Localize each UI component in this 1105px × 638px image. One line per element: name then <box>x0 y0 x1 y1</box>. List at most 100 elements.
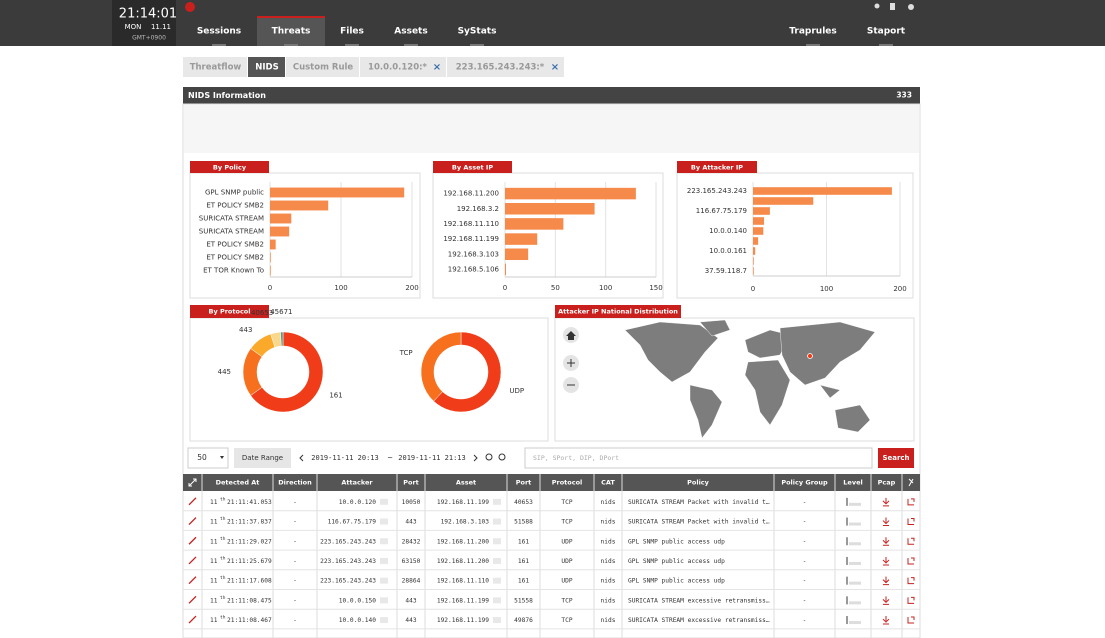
zoom-out-range[interactable] <box>498 453 506 461</box>
level-bar <box>849 581 861 585</box>
pcap-download-icon[interactable] <box>882 556 890 566</box>
slice-label: UDP <box>509 387 524 395</box>
expand-all-icon[interactable] <box>188 478 197 487</box>
pcap-download-icon[interactable] <box>882 576 890 586</box>
subtab-close[interactable]: × <box>551 62 559 73</box>
cell-protocol: UDP <box>561 578 572 585</box>
settings-col-icon[interactable] <box>908 478 914 487</box>
bar <box>270 252 271 263</box>
attacker-marker[interactable] <box>807 353 813 359</box>
column-header: Policy Group <box>781 479 828 487</box>
table-header <box>183 474 920 491</box>
nav-item[interactable]: Sessions <box>197 27 241 37</box>
expand-row-icon[interactable] <box>188 576 197 585</box>
x-tick-label: 200 <box>405 284 418 292</box>
nav-item[interactable]: Staport <box>867 27 906 37</box>
x-tick-label: 50 <box>551 284 560 292</box>
cell-asset-port: 40653 <box>514 499 533 506</box>
open-link-icon[interactable] <box>907 557 915 565</box>
subtab[interactable] <box>248 57 285 77</box>
cell-attacker: 223.165.243.243 <box>320 578 376 585</box>
cell-attacker-port: 10050 <box>402 499 421 506</box>
x-tick-label: 0 <box>751 285 755 293</box>
nav-item[interactable]: Files <box>340 27 364 37</box>
pcap-download-icon[interactable] <box>882 537 890 546</box>
south-america <box>689 384 723 439</box>
active-tab-line <box>257 16 325 18</box>
bar <box>753 207 770 215</box>
subtab[interactable] <box>286 57 359 77</box>
cell-attacker-port: 28864 <box>402 578 421 585</box>
pcap-download-icon[interactable] <box>882 616 890 625</box>
zoom-in-range[interactable] <box>485 453 493 461</box>
search-input[interactable] <box>524 447 873 469</box>
next-arrow[interactable] <box>473 454 478 462</box>
expand-row-icon[interactable] <box>188 497 197 506</box>
expand-row-icon[interactable] <box>188 517 197 526</box>
cell-time: 21:11:29.027 <box>227 538 272 545</box>
open-link-icon[interactable] <box>907 518 915 526</box>
subtab[interactable] <box>183 57 247 77</box>
subtab[interactable] <box>360 57 446 77</box>
cell-day: 11 <box>210 538 218 545</box>
user-icon[interactable] <box>874 3 880 9</box>
x-tick-label: 150 <box>649 284 662 292</box>
date-range-button[interactable] <box>234 448 291 468</box>
settings-icon[interactable] <box>908 4 914 10</box>
nav-item[interactable]: SyStats <box>458 27 497 37</box>
x-tick-label: 0 <box>268 284 272 292</box>
cell-protocol: TCP <box>561 519 572 526</box>
expand-row-icon[interactable] <box>188 536 197 545</box>
pcap-download-icon[interactable] <box>882 517 890 527</box>
open-link-icon[interactable] <box>907 577 915 585</box>
chart-title: By Protocol <box>208 308 250 316</box>
flag-icon <box>380 538 388 545</box>
cell-asset: 192.168.11.200 <box>437 538 489 545</box>
page-size-select[interactable] <box>187 447 229 469</box>
cell-asset-port: 49876 <box>514 617 533 624</box>
chart-title-tab <box>677 161 757 173</box>
level-bar <box>846 497 848 506</box>
y-tick-label: 116.67.75.179 <box>696 207 747 215</box>
cell-attacker-port: 63150 <box>402 558 421 565</box>
nav-item[interactable]: Assets <box>394 27 427 37</box>
top-icons <box>874 3 914 10</box>
open-link-icon[interactable] <box>907 537 915 545</box>
slice-label: 40653 <box>251 309 273 317</box>
cell-cat: nids <box>601 558 616 565</box>
subtab-label: 10.0.0.120:* <box>368 63 427 73</box>
cell-day-suffix: th <box>220 555 226 561</box>
cell-attacker: 223.165.243.243 <box>320 538 376 545</box>
nav-item[interactable]: Threats <box>272 27 311 37</box>
column-header: Attacker <box>341 479 373 487</box>
open-link-icon[interactable] <box>907 616 915 624</box>
cell-cat: nids <box>601 519 616 526</box>
subtab-close[interactable]: × <box>433 62 441 73</box>
zoom-icons <box>485 453 506 461</box>
nav-indicator <box>345 44 359 46</box>
cell-direction: - <box>293 617 297 624</box>
expand-row-icon[interactable] <box>188 556 197 565</box>
prev-arrow[interactable] <box>299 454 304 462</box>
nav-item[interactable]: Traprules <box>789 27 837 37</box>
panel-header <box>183 87 920 104</box>
expand-row-icon[interactable] <box>188 595 197 604</box>
cell-policy-group: - <box>803 538 807 545</box>
cell-day: 11 <box>210 617 218 624</box>
cell-cat: nids <box>601 578 616 585</box>
flag-icon <box>493 577 501 584</box>
cell-policy-group: - <box>803 578 807 585</box>
y-tick-label: 10.0.0.161 <box>709 247 747 255</box>
search-button[interactable] <box>878 448 914 468</box>
home-icon <box>566 331 576 340</box>
level-bar <box>849 561 861 565</box>
doc-icon[interactable] <box>890 3 895 10</box>
open-link-icon[interactable] <box>907 498 915 506</box>
open-link-icon[interactable] <box>907 596 915 604</box>
pcap-download-icon[interactable] <box>882 497 890 507</box>
expand-row-icon[interactable] <box>188 615 197 624</box>
cell-time: 21:11:41.053 <box>227 499 272 506</box>
bar <box>505 218 564 230</box>
subtab[interactable] <box>447 57 564 77</box>
pcap-download-icon[interactable] <box>882 596 890 605</box>
